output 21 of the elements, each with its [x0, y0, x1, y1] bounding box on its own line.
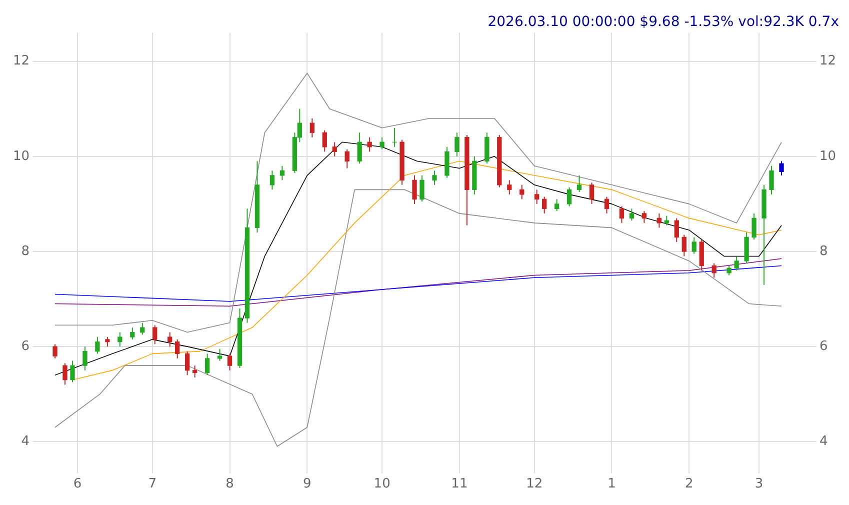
chart-title: 2026.03.10 00:00:00 $9.68 -1.53% vol:92.3K 0.7x [488, 14, 839, 30]
y-tick-label: 10 [12, 148, 30, 164]
y-tick-label: 4 [21, 434, 30, 450]
x-tick-label: 1 [608, 476, 616, 492]
y2-tick-label: 8 [819, 244, 828, 259]
x-tick-label: 6 [73, 476, 82, 492]
x-tick-label: 10 [374, 476, 390, 492]
x-tick-label: 7 [148, 476, 157, 492]
y-tick-label: 6 [21, 338, 30, 354]
y2-tick-label: 12 [819, 54, 836, 69]
x-tick-label: 12 [526, 476, 543, 492]
y2-tick-label: 6 [819, 338, 828, 354]
x-tick-label: 11 [451, 476, 468, 492]
y2-tick-label: 10 [819, 148, 836, 164]
x-tick-label: 9 [303, 476, 312, 492]
y2-tick-label: 4 [819, 434, 828, 450]
y-tick-label: 12 [12, 54, 30, 69]
x-tick-label: 3 [754, 476, 764, 492]
x-tick-label: 2 [684, 476, 694, 492]
y-tick-label: 8 [21, 244, 30, 259]
x-tick-label: 8 [226, 476, 234, 492]
